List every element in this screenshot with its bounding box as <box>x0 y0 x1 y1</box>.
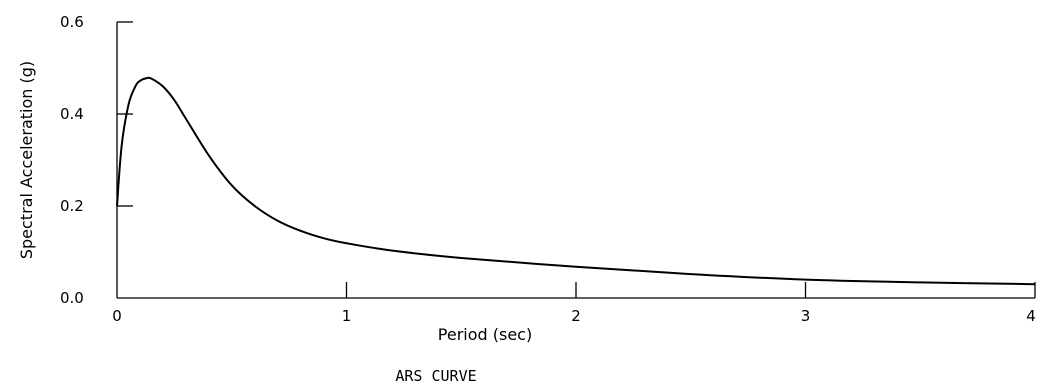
x-axis-title: Period (sec) <box>438 325 532 344</box>
axes <box>116 22 1035 299</box>
y-tick-label: 0.4 <box>60 105 84 123</box>
x-tick-label: 2 <box>571 307 581 325</box>
x-tick-label: 4 <box>1026 307 1036 325</box>
y-tick-label: 0.0 <box>60 289 84 307</box>
tick-marks <box>117 21 1036 298</box>
x-tick-label: 3 <box>801 307 811 325</box>
ars-curve-line <box>116 76 1036 286</box>
x-tick-label: 1 <box>342 307 352 325</box>
y-tick-label: 0.2 <box>60 197 84 215</box>
y-tick-label: 0.6 <box>60 13 84 31</box>
x-tick-label: 0 <box>112 307 122 325</box>
chart-caption: ARS CURVE <box>395 367 476 382</box>
tick-labels: 0 1 2 3 4 0.0 0.2 0.4 0.6 <box>60 13 1036 325</box>
y-axis-title: Spectral Acceleration (g) <box>17 61 36 259</box>
